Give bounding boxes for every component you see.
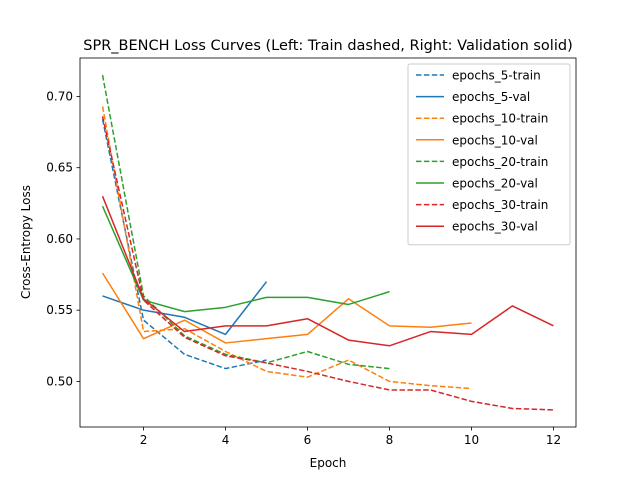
x-tick-label: 4 [222,433,230,447]
y-tick-label: 0.55 [46,303,73,317]
x-tick-label: 12 [546,433,561,447]
x-axis-label: Epoch [310,456,347,470]
y-tick-label: 0.60 [46,232,73,246]
series-line-epochs_5-val [102,281,268,336]
legend-box [407,63,571,246]
series-line-epochs_30-train [101,116,554,411]
series-line-epochs_10-val [101,272,472,344]
legend: epochs_5-train epochs_5-val epochs_10-trai… [407,63,571,246]
legend-label-epochs_10-val: epochs_10-val [452,133,538,147]
legend-label-epochs_30-train: epochs_30-train [452,198,548,212]
axes-frame [79,57,577,428]
y-axis-label: Cross-Entropy Loss [19,185,33,299]
legend-label-epochs_20-train: epochs_20-train [452,155,548,169]
legend-label-epochs_5-val: epochs_5-val [452,90,530,104]
x-tick-label: 6 [304,433,312,447]
legend-label-epochs_30-val: epochs_30-val [452,220,538,234]
chart-title: SPR_BENCH Loss Curves (Left: Train dashe… [83,38,572,54]
y-tick-label: 0.70 [46,89,73,103]
series-line-epochs_5-train [101,119,267,370]
x-tick-label: 2 [140,433,148,447]
y-tick-label: 0.65 [46,161,73,175]
legend-label-epochs_10-train: epochs_10-train [452,112,548,126]
x-tick-label: 8 [386,433,394,447]
y-tick-label: 0.50 [46,374,73,388]
legend-label-epochs_5-train: epochs_5-train [452,69,541,83]
legend-label-epochs_20-val: epochs_20-val [452,177,538,191]
plot-area: 2 4 6 8 10 12 0.50 0.55 0.60 0.65 0.70 [46,57,577,447]
series-line-epochs_30-val [101,195,554,347]
x-tick-label: 10 [464,433,479,447]
series-line-epochs_20-val [101,205,390,313]
